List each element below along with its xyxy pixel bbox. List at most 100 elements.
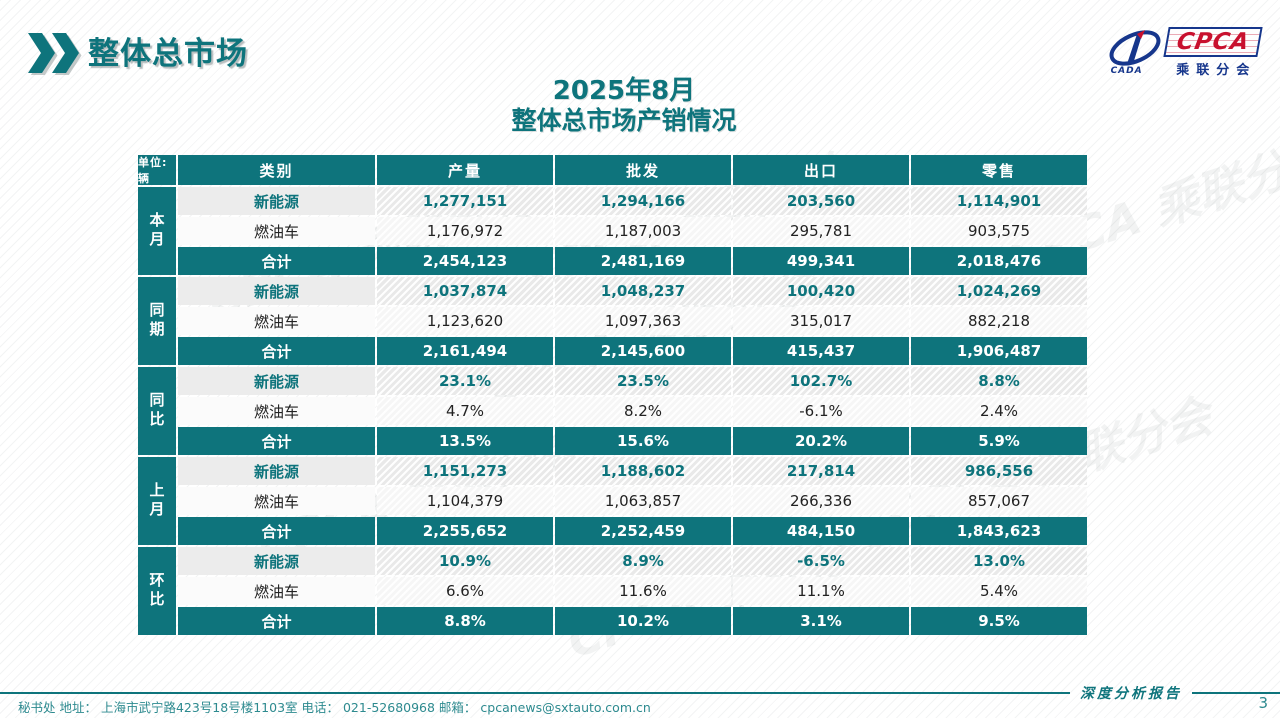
- row-category: 合计: [178, 427, 375, 455]
- table-title-line1: 2025年8月: [552, 76, 696, 106]
- group-label: 上月: [138, 457, 176, 545]
- column-header-1: 产量: [377, 155, 553, 185]
- cell-value: 2,481,169: [555, 247, 731, 275]
- cpca-wordmark: CPCA: [1162, 26, 1263, 57]
- cell-value: 23.5%: [555, 367, 731, 395]
- cell-value: 903,575: [911, 217, 1087, 245]
- cell-value: 100,420: [733, 277, 909, 305]
- cell-value: 499,341: [733, 247, 909, 275]
- cell-value: 857,067: [911, 487, 1087, 515]
- cell-value: 8.2%: [555, 397, 731, 425]
- column-header-0: 类别: [178, 155, 375, 185]
- footer-divider-line: [0, 692, 1070, 694]
- cell-value: 1,037,874: [377, 277, 553, 305]
- cell-value: 8.8%: [911, 367, 1087, 395]
- cell-value: 1,843,623: [911, 517, 1087, 545]
- page-title: 整体总市场: [88, 36, 248, 72]
- cell-value: 1,063,857: [555, 487, 731, 515]
- cell-value: 5.4%: [911, 577, 1087, 605]
- market-table: 单位: 辆类别 产量 批发 出口 零售 本月 新能源 1,277,151 1,294,166 20…: [138, 155, 1087, 635]
- column-header-2: 批发: [555, 155, 731, 185]
- cell-value: 2,018,476: [911, 247, 1087, 275]
- row-category: 合计: [178, 607, 375, 635]
- cell-value: 2.4%: [911, 397, 1087, 425]
- cell-value: 1,097,363: [555, 307, 731, 335]
- cell-value: 1,048,237: [555, 277, 731, 305]
- cell-value: 415,437: [733, 337, 909, 365]
- double-chevron-icon: [28, 33, 82, 75]
- cell-value: 8.8%: [377, 607, 553, 635]
- row-category: 燃油车: [178, 487, 375, 515]
- row-category: 燃油车: [178, 217, 375, 245]
- cell-value: 2,454,123: [377, 247, 553, 275]
- cell-value: 23.1%: [377, 367, 553, 395]
- report-type-label: 深度分析报告: [1080, 686, 1182, 702]
- cell-value: 11.1%: [733, 577, 909, 605]
- column-header-3: 出口: [733, 155, 909, 185]
- cell-value: 13.5%: [377, 427, 553, 455]
- row-category: 新能源: [178, 547, 375, 575]
- cell-value: -6.5%: [733, 547, 909, 575]
- cell-value: 8.9%: [555, 547, 731, 575]
- cell-value: 9.5%: [911, 607, 1087, 635]
- cell-value: 10.2%: [555, 607, 731, 635]
- cell-value: 1,176,972: [377, 217, 553, 245]
- footer-contact-info: 秘书处 地址： 上海市武宁路423号18号楼1103室 电话： 021-5268…: [18, 700, 651, 715]
- row-category: 燃油车: [178, 307, 375, 335]
- cell-value: 266,336: [733, 487, 909, 515]
- row-category: 合计: [178, 337, 375, 365]
- cell-value: 1,906,487: [911, 337, 1087, 365]
- row-category: 合计: [178, 247, 375, 275]
- cell-value: 1,277,151: [377, 187, 553, 215]
- cell-value: 315,017: [733, 307, 909, 335]
- row-category: 燃油车: [178, 577, 375, 605]
- table-title: 2025年8月 整体总市场产销情况: [0, 76, 1248, 135]
- cell-value: 1,294,166: [555, 187, 731, 215]
- cell-value: 295,781: [733, 217, 909, 245]
- cell-value: 20.2%: [733, 427, 909, 455]
- page-number: 3: [1258, 694, 1268, 712]
- cell-value: 15.6%: [555, 427, 731, 455]
- cell-value: 3.1%: [733, 607, 909, 635]
- logo-subtitle: 乘联分会: [1176, 62, 1257, 78]
- cell-value: 1,123,620: [377, 307, 553, 335]
- cell-value: 1,114,901: [911, 187, 1087, 215]
- cell-value: 2,255,652: [377, 517, 553, 545]
- cada-swoosh-icon: [1109, 30, 1161, 66]
- cell-value: 11.6%: [555, 577, 731, 605]
- cpca-wordmark-block: CPCA 乘联分会: [1162, 26, 1263, 78]
- column-header-4: 零售: [911, 155, 1087, 185]
- cell-value: 4.7%: [377, 397, 553, 425]
- table-title-line2: 整体总市场产销情况: [511, 106, 737, 135]
- cada-wordmark: CADA: [1110, 66, 1143, 76]
- footer-divider-line-short: [1192, 692, 1280, 694]
- row-category: 新能源: [178, 367, 375, 395]
- group-label: 同比: [138, 367, 176, 455]
- cell-value: 102.7%: [733, 367, 909, 395]
- cell-value: 2,145,600: [555, 337, 731, 365]
- cell-value: 5.9%: [911, 427, 1087, 455]
- unit-label: 单位: 辆: [138, 155, 176, 185]
- group-label: 本月: [138, 187, 176, 275]
- cell-value: 2,252,459: [555, 517, 731, 545]
- cell-value: 1,104,379: [377, 487, 553, 515]
- cell-value: 217,814: [733, 457, 909, 485]
- row-category: 新能源: [178, 457, 375, 485]
- footer-rule: 深度分析报告: [0, 683, 1280, 703]
- cell-value: 986,556: [911, 457, 1087, 485]
- cell-value: 13.0%: [911, 547, 1087, 575]
- row-category: 新能源: [178, 277, 375, 305]
- cpca-logo: CADA CPCA 乘联分会: [1107, 26, 1263, 78]
- group-label: 环比: [138, 547, 176, 635]
- cell-value: -6.1%: [733, 397, 909, 425]
- cell-value: 484,150: [733, 517, 909, 545]
- cell-value: 1,187,003: [555, 217, 731, 245]
- cell-value: 1,188,602: [555, 457, 731, 485]
- row-category: 新能源: [178, 187, 375, 215]
- row-category: 燃油车: [178, 397, 375, 425]
- cell-value: 203,560: [733, 187, 909, 215]
- cell-value: 2,161,494: [377, 337, 553, 365]
- cell-value: 1,024,269: [911, 277, 1087, 305]
- cell-value: 882,218: [911, 307, 1087, 335]
- cada-emblem: CADA: [1107, 26, 1163, 78]
